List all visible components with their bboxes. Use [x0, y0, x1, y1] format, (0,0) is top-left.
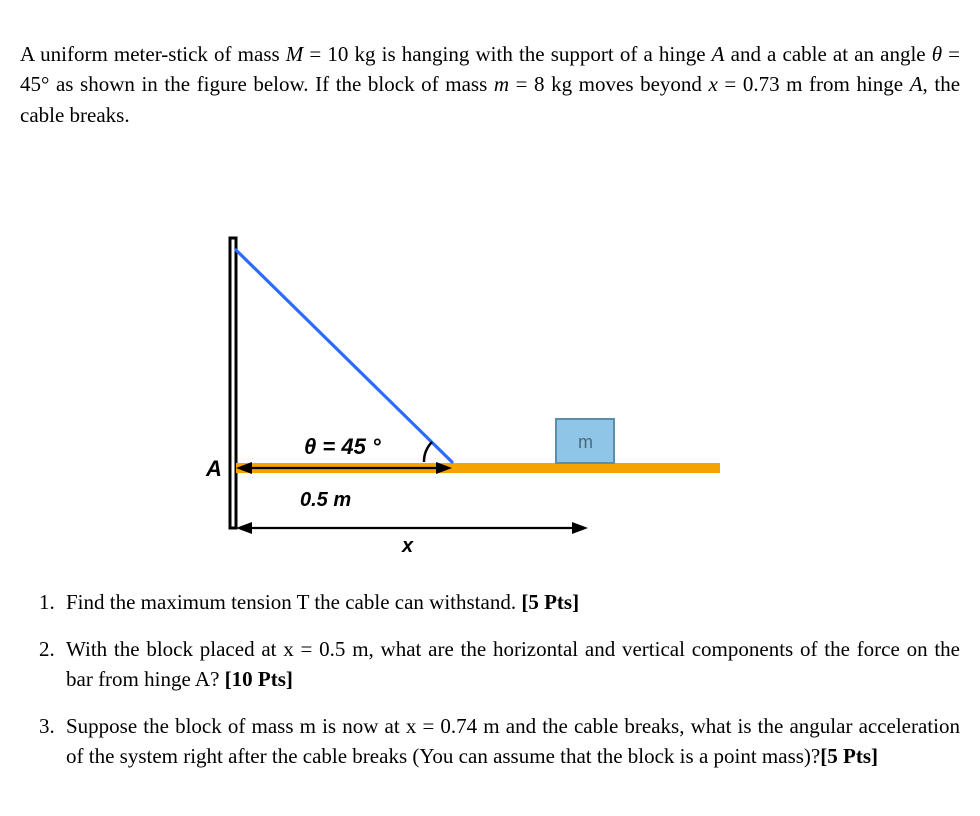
- text: and a cable at an angle: [725, 42, 932, 66]
- block-label: m: [578, 432, 593, 452]
- variable-A: A: [910, 72, 923, 96]
- wall-rect: [230, 238, 236, 528]
- physics-diagram: θ = 45 ° A 0.5 m x m: [20, 158, 740, 558]
- variable-m: m: [494, 72, 509, 96]
- theta-label: θ = 45 °: [304, 434, 381, 459]
- text: With the block placed at: [66, 637, 283, 661]
- variable-m: m: [300, 714, 316, 738]
- variable-x: x: [283, 637, 294, 661]
- question-1: Find the maximum tension T the cable can…: [60, 587, 960, 617]
- text: is now at: [316, 714, 406, 738]
- variable-x: x: [708, 72, 717, 96]
- variable-x: x: [406, 714, 417, 738]
- text: = 8 kg moves beyond: [509, 72, 708, 96]
- text: ?: [210, 667, 225, 691]
- variable-A: A: [712, 42, 725, 66]
- text: the cable can withstand.: [309, 590, 521, 614]
- text: Suppose the block of mass: [66, 714, 300, 738]
- points-tag: [10 Pts]: [225, 667, 293, 691]
- variable-theta: θ: [932, 42, 942, 66]
- hinge-label: A: [205, 456, 222, 481]
- text: = 0.73 m from hinge: [718, 72, 910, 96]
- points-tag: [5 Pts]: [820, 744, 878, 768]
- dimension-x-arrow: [236, 522, 588, 534]
- text: Find the maximum tension: [66, 590, 297, 614]
- variable-T: T: [297, 590, 309, 614]
- variable-A: A: [195, 667, 210, 691]
- dimension-half-label: 0.5 m: [300, 489, 351, 511]
- variable-M: M: [286, 42, 304, 66]
- question-2: With the block placed at x = 0.5 m, what…: [60, 634, 960, 695]
- points-tag: [5 Pts]: [521, 590, 579, 614]
- cable-line: [236, 250, 452, 462]
- text: = 10 kg is hanging with the support of a…: [303, 42, 711, 66]
- text: A uniform meter-stick of mass: [20, 42, 286, 66]
- dimension-x-label: x: [401, 535, 414, 557]
- problem-statement: A uniform meter-stick of mass M = 10 kg …: [20, 39, 960, 130]
- question-list: Find the maximum tension T the cable can…: [20, 587, 960, 771]
- angle-arc: [424, 442, 432, 462]
- figure-container: θ = 45 ° A 0.5 m x m: [20, 158, 960, 563]
- question-3: Suppose the block of mass m is now at x …: [60, 711, 960, 772]
